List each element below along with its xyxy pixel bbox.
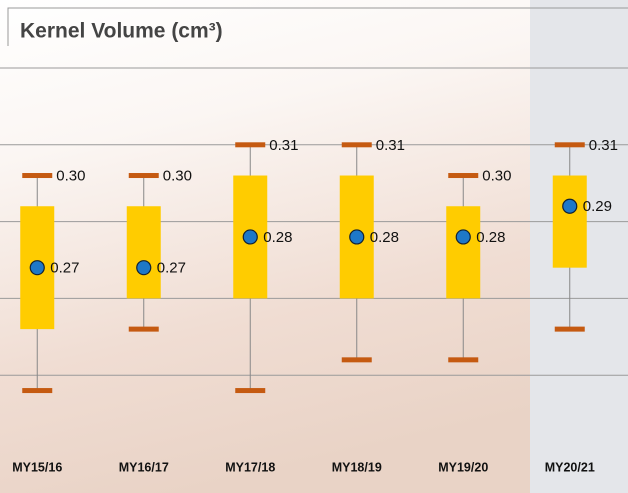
max-cap — [448, 173, 479, 179]
title-frame — [7, 7, 628, 46]
mean-label: 0.28 — [476, 229, 505, 246]
mean-dot — [562, 198, 578, 214]
mean-label: 0.27 — [50, 260, 79, 277]
max-cap — [341, 142, 372, 148]
min-cap — [128, 326, 159, 332]
min-cap — [554, 326, 585, 332]
max-cap — [128, 173, 159, 179]
mean-label: 0.28 — [370, 229, 399, 246]
x-tick-label: MY17/18 — [225, 460, 275, 474]
max-label: 0.31 — [269, 137, 298, 154]
min-cap — [235, 388, 266, 394]
min-cap — [341, 357, 372, 363]
max-cap — [235, 142, 266, 148]
x-tick-label: MY15/16 — [12, 460, 62, 474]
x-tick-label: MY16/17 — [119, 460, 169, 474]
box — [552, 175, 587, 268]
mean-dot — [455, 229, 471, 245]
chart-title: Kernel Volume (cm³) — [20, 20, 223, 43]
mean-label: 0.28 — [263, 229, 292, 246]
mean-dot — [29, 260, 45, 276]
min-cap — [448, 357, 479, 363]
mean-dot — [136, 260, 152, 276]
mean-label: 0.29 — [583, 198, 612, 215]
mean-dot — [242, 229, 258, 245]
max-label: 0.30 — [163, 167, 192, 184]
box — [126, 206, 161, 299]
x-tick-label: MY20/21 — [545, 460, 595, 474]
x-tick-label: MY19/20 — [438, 460, 488, 474]
mean-label: 0.27 — [157, 260, 186, 277]
max-cap — [22, 173, 53, 179]
mean-dot — [349, 229, 365, 245]
max-label: 0.30 — [56, 167, 85, 184]
max-label: 0.31 — [589, 137, 618, 154]
min-cap — [22, 388, 53, 394]
x-tick-label: MY18/19 — [332, 460, 382, 474]
max-cap — [554, 142, 585, 148]
max-label: 0.30 — [482, 167, 511, 184]
max-label: 0.31 — [376, 137, 405, 154]
box — [446, 206, 481, 299]
